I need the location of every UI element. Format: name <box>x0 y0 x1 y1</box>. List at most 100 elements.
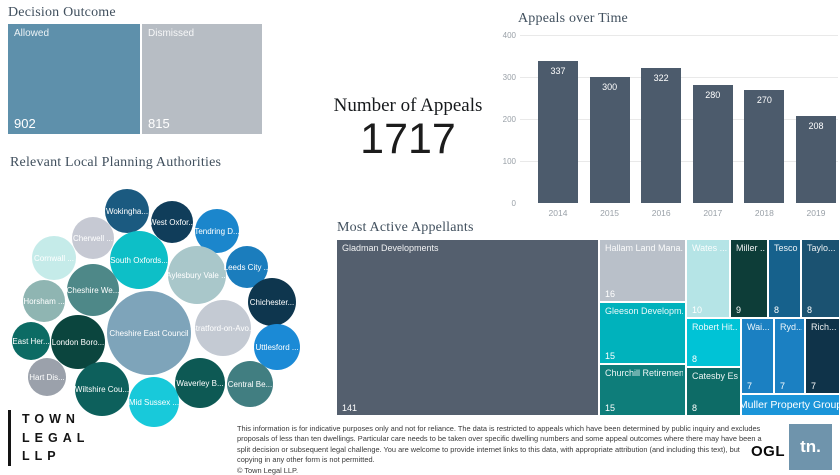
kpi-label: Number of Appeals <box>333 95 483 116</box>
tile-label: Rich... <box>811 322 837 332</box>
bubble-east-her[interactable]: East Her... <box>12 322 50 360</box>
tile-label: Robert Hit... <box>692 322 738 332</box>
x-axis-tick: 2016 <box>651 208 671 218</box>
copyright-text: © Town Legal LLP. <box>237 466 299 475</box>
x-axis-tick: 2019 <box>806 208 826 218</box>
town-legal-logo: TOWN LEGAL LLP <box>8 410 89 466</box>
bubble-hart-dis[interactable]: Hart Dis... <box>28 358 66 396</box>
treemap-tile-hallam-land-mana[interactable]: Hallam Land Mana... 16 <box>600 240 685 301</box>
tile-label: Wates ... <box>692 243 727 253</box>
treemap-tile-dismissed[interactable]: Dismissed 815 <box>142 24 262 134</box>
bubble-aylesbury-vale[interactable]: Aylesbury Vale ... <box>166 246 228 304</box>
bar-2014[interactable]: 337 <box>538 61 578 203</box>
bubble-label: Tendring D... <box>194 226 240 236</box>
bubble-mid-sussex[interactable]: Mid Sussex ... <box>129 377 179 427</box>
bar-value-label: 280 <box>705 90 721 101</box>
tile-label: Muller Property Group <box>742 399 839 411</box>
treemap-tile-gleeson-developm[interactable]: Gleeson Developm... 15 <box>600 303 685 363</box>
bar-value-label: 322 <box>653 72 669 83</box>
treemap-tile-robert-hit[interactable]: Robert Hit... 8 <box>687 319 740 366</box>
y-axis-tick: 100 <box>502 157 516 166</box>
tile-value: 8 <box>692 403 698 413</box>
tile-value: 9 <box>736 305 742 315</box>
bubble-tendring-d[interactable]: Tendring D... <box>194 209 240 253</box>
treemap-tile-wai[interactable]: Wai... 7 <box>742 319 773 393</box>
bubble-horsham[interactable]: Horsham ... <box>23 280 65 322</box>
bubble-label: Stratford-on-Avo... <box>190 323 256 333</box>
x-axis-tick: 2015 <box>600 208 620 218</box>
bubble-label: Waverley B... <box>176 378 224 388</box>
treemap-tile-ryd[interactable]: Ryd... 7 <box>775 319 804 393</box>
bubble-uttlesford[interactable]: Uttlesford ... <box>254 324 300 370</box>
treemap-tile-taylo[interactable]: Taylo... 8 <box>802 240 839 317</box>
bar-2017[interactable]: 280 <box>692 85 733 203</box>
bubble-cheshire-east-council[interactable]: Cheshire East Council <box>107 291 191 375</box>
treemap-tile-allowed[interactable]: Allowed 902 <box>8 24 140 134</box>
most-active-appellants-treemap: Gladman Developments 141 Hallam Land Mana.… <box>337 240 839 415</box>
tile-label: Catesby Es... <box>692 371 738 381</box>
tile-value: 15 <box>605 403 616 413</box>
bubble-south-oxfords[interactable]: South Oxfords... <box>110 231 168 289</box>
tile-label: Ryd... <box>780 322 802 332</box>
kpi-value: 1717 <box>360 115 456 163</box>
town-logo-line-3: LLP <box>22 449 61 463</box>
tile-value: 16 <box>605 289 616 299</box>
y-axis-tick: 400 <box>502 31 516 40</box>
treemap-tile-gladman-developments[interactable]: Gladman Developments 141 <box>337 240 598 415</box>
tile-value: 7 <box>811 381 817 391</box>
bubble-wiltshire-cou[interactable]: Wiltshire Cou... <box>75 362 129 416</box>
tile-label: Allowed <box>14 28 50 39</box>
bubble-wokingha[interactable]: Wokingha... <box>105 189 149 233</box>
disclaimer-body: This information is for indicative purpo… <box>237 424 762 465</box>
tile-value: 141 <box>342 403 358 413</box>
tile-label: Taylo... <box>807 243 836 253</box>
bar-2019[interactable]: 208 <box>796 115 836 203</box>
bar-value-label: 300 <box>602 82 618 92</box>
treemap-tile-wates[interactable]: Wates ... 10 <box>687 240 729 317</box>
y-axis-tick: 200 <box>502 115 516 124</box>
treemap-tile-muller-property-group[interactable]: Muller Property Group <box>742 395 839 415</box>
bubble-cornwall[interactable]: Cornwall ... <box>32 236 76 280</box>
bubble-cheshire-we[interactable]: Cheshire We... <box>67 264 119 316</box>
kpi-card: Number of Appeals 1717 <box>292 95 524 162</box>
tn-logo: tn. <box>789 424 832 470</box>
gridline <box>520 35 838 36</box>
ogl-logo: OGL <box>751 443 785 460</box>
treemap-tile-catesby-es[interactable]: Catesby Es... 8 <box>687 368 740 415</box>
treemap-tile-rich[interactable]: Rich... 7 <box>806 319 839 393</box>
bubble-central-be[interactable]: Central Be... <box>227 361 273 407</box>
x-axis-tick: 2017 <box>703 208 723 218</box>
bubble-label: Uttlesford ... <box>255 342 299 352</box>
town-logo-line-2: LEGAL <box>22 430 90 445</box>
bubble-waverley-b[interactable]: Waverley B... <box>175 358 225 408</box>
tile-value: 7 <box>780 381 786 391</box>
tile-label: Wai... <box>747 322 770 332</box>
bubble-label: West Oxfor... <box>148 217 196 227</box>
bar-2016[interactable]: 322 <box>641 67 682 203</box>
y-axis-tick: 300 <box>502 73 516 82</box>
appeals-over-time-chart: 0 100 200 300 400 337 2014 300 2015 322 2016 280 201… <box>500 30 838 222</box>
tile-label: Gleeson Developm... <box>605 306 683 316</box>
bubble-cherwell[interactable]: Cherwell ... <box>72 217 114 259</box>
treemap-tile-churchill-retiremen[interactable]: Churchill Retiremen... 15 <box>600 365 685 415</box>
tile-value: 902 <box>14 116 36 131</box>
bubble-label: East Her... <box>12 336 50 346</box>
bubble-label: Chichester... <box>249 297 295 307</box>
bubble-stratford-on-avo[interactable]: Stratford-on-Avo... <box>190 300 256 356</box>
bubble-label: South Oxfords... <box>110 255 168 265</box>
bar-value-label: 270 <box>756 94 772 105</box>
bubble-london-boro[interactable]: London Boro... <box>51 315 105 369</box>
bubble-label: Cherwell ... <box>72 233 113 243</box>
appeals-over-time-title: Appeals over Time <box>518 11 628 26</box>
bubble-west-oxfor[interactable]: West Oxfor... <box>148 201 196 243</box>
bar-2018[interactable]: 270 <box>744 89 785 203</box>
treemap-tile-miller[interactable]: Miller ... 9 <box>731 240 767 317</box>
treemap-tile-tesco[interactable]: Tesco... 8 <box>769 240 800 317</box>
bubble-label: Cornwall ... <box>33 253 74 263</box>
decision-outcome-treemap: Allowed 902 Dismissed 815 <box>8 24 262 134</box>
x-axis-tick: 2014 <box>548 208 568 218</box>
bubble-label: Wiltshire Cou... <box>74 384 130 394</box>
planning-authorities-title: Relevant Local Planning Authorities <box>10 155 222 170</box>
bar-2015[interactable]: 300 <box>589 77 630 203</box>
bubble-chichester[interactable]: Chichester... <box>248 278 296 326</box>
